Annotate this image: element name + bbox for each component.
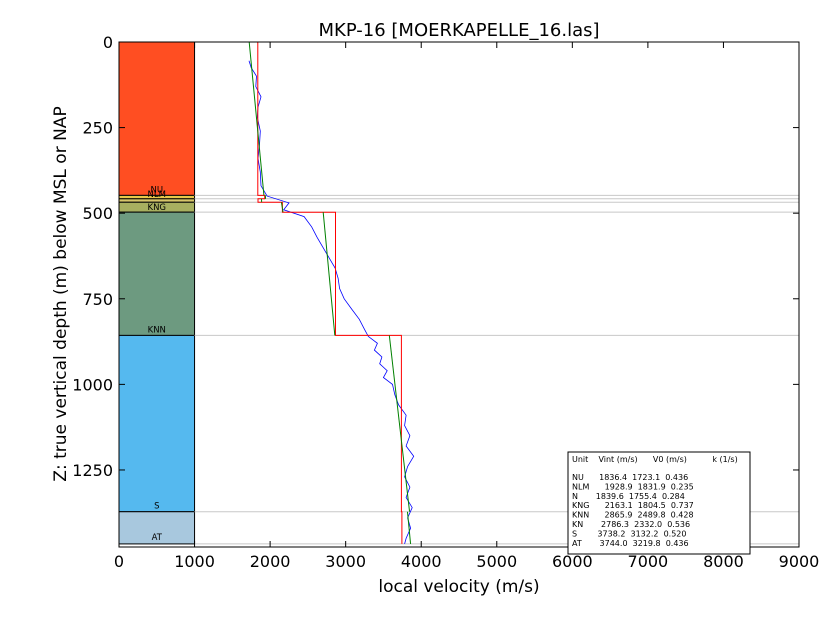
- x-axis-label: local velocity (m/s): [378, 577, 539, 597]
- v0k-line-at: [406, 511, 412, 544]
- legend-table-row: KNN 2865.9 2489.8 0.428: [572, 511, 694, 520]
- legend-table-row: NU 1836.4 1723.1 0.436: [572, 473, 688, 482]
- series-group: [248, 41, 415, 545]
- y-tick-label-2: 500: [82, 204, 113, 223]
- x-tick-label-4: 4000: [401, 552, 442, 571]
- x-tick-label-6: 6000: [552, 552, 593, 571]
- y-tick-label-5: 1250: [72, 461, 113, 480]
- x-ticks: 0 1000 2000 3000 4000 5000 6000 7000 8000 9000: [114, 42, 819, 571]
- x-tick-label-1: 1000: [174, 552, 215, 571]
- legend-table-row: N 1839.6 1755.4 0.284: [572, 492, 685, 501]
- layer-at: [118, 511, 196, 545]
- x-tick-label-9: 9000: [779, 552, 820, 571]
- layer-n: [118, 198, 196, 203]
- layer-label-s: S: [154, 502, 159, 512]
- x-tick-label-2: 2000: [250, 552, 291, 571]
- plot-frame: [118, 41, 800, 548]
- v0k-line-knn: [322, 212, 336, 336]
- legend-table-header: Unit Vint (m/s) V0 (m/s) k (1/s): [572, 455, 738, 464]
- y-tick-label-3: 750: [82, 290, 113, 309]
- layer-knn: [118, 211, 196, 336]
- layer-label-nlm: NLM: [148, 190, 166, 200]
- legend-table-row: AT 3744.0 3219.8 0.436: [572, 539, 689, 548]
- v0k-line-kn: [388, 335, 411, 512]
- x-tick-label-5: 5000: [476, 552, 517, 571]
- v0k-line-nu: [248, 41, 265, 196]
- layer-label-knn: KNN: [148, 325, 166, 335]
- y-ticks: 0 250 500 750 1000 1250: [72, 33, 799, 480]
- v0k-line-kng: [280, 202, 284, 213]
- layer-label-kng: KNG: [148, 203, 167, 213]
- y-axis-label: Z: true vertical depth (m) below MSL or …: [51, 106, 71, 481]
- y-tick-label-0: 0: [103, 33, 113, 52]
- layer-label-at: AT: [152, 533, 163, 543]
- y-tick-label-4: 1000: [72, 375, 113, 394]
- legend-table-row: S 3738.2 3132.2 0.520: [572, 529, 686, 538]
- x-tick-label-3: 3000: [325, 552, 366, 571]
- legend-table: Unit Vint (m/s) V0 (m/s) k (1/s) NU 1836.…: [567, 451, 751, 555]
- legend-table-row: NLM 1928.9 1831.9 0.235: [572, 482, 694, 491]
- legend-table-box: [567, 451, 751, 555]
- layer-kn: [118, 334, 196, 513]
- legend-table-row: KN 2786.3 2332.0 0.536: [572, 520, 690, 529]
- chart-title: MKP-16 [MOERKAPELLE_16.las]: [318, 20, 599, 41]
- layer-label-nu: NU: [150, 185, 163, 195]
- x-tick-label-0: 0: [114, 552, 124, 571]
- y-tick-label-1: 250: [82, 119, 113, 138]
- x-tick-label-8: 8000: [703, 552, 744, 571]
- layer-nu: [118, 41, 196, 196]
- x-tick-label-7: 7000: [628, 552, 669, 571]
- velocity-log-line: [248, 60, 415, 545]
- legend-table-row: KNG 2163.1 1804.5 0.737: [572, 501, 694, 510]
